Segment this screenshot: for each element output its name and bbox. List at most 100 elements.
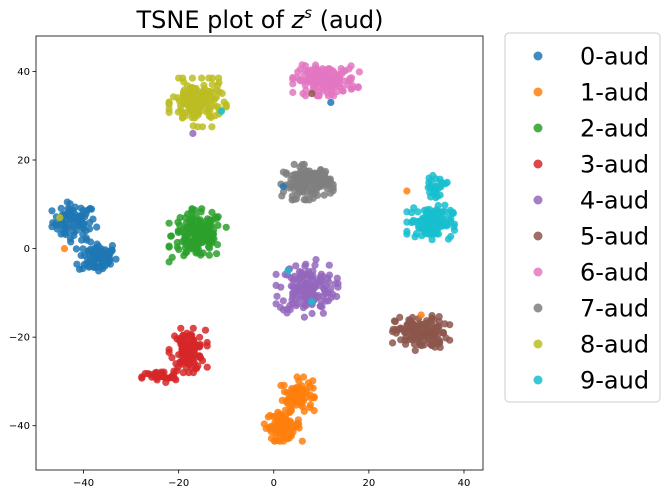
point-4-aud (291, 290, 299, 298)
point-1-aud (274, 408, 282, 416)
point-5-aud (430, 315, 438, 323)
legend-marker-8-aud (533, 339, 543, 349)
legend-label-0-aud: 0-aud (580, 43, 649, 71)
point-7-aud (324, 177, 332, 185)
point-0-aud (79, 206, 87, 215)
point-7-aud (282, 169, 290, 177)
point-1-aud (296, 396, 304, 404)
outlier-point-0-aud (279, 183, 287, 191)
point-0-aud (86, 205, 94, 213)
point-0-aud (108, 242, 116, 250)
point-2-aud (204, 215, 212, 223)
point-8-aud (182, 94, 190, 102)
point-3-aud (179, 369, 187, 377)
point-9-aud (408, 209, 416, 217)
point-5-aud (397, 336, 405, 344)
point-4-aud (272, 270, 280, 278)
point-8-aud (211, 102, 219, 110)
point-4-aud (316, 302, 325, 310)
point-2-aud (186, 217, 194, 225)
point-8-aud (220, 98, 228, 106)
point-6-aud (355, 68, 363, 76)
point-3-aud (183, 344, 191, 353)
point-0-aud (93, 263, 101, 271)
point-4-aud (325, 271, 334, 279)
point-8-aud (188, 103, 196, 111)
x-tick-label: 0 (271, 478, 277, 489)
point-1-aud (280, 381, 288, 389)
point-0-aud (79, 230, 87, 238)
x-tick-label: 20 (363, 478, 376, 489)
point-2-aud (213, 250, 221, 258)
point-6-aud (289, 75, 297, 83)
point-9-aud (425, 174, 433, 182)
point-4-aud (319, 309, 327, 317)
point-5-aud (435, 313, 443, 321)
point-4-aud (291, 283, 299, 292)
point-6-aud (309, 69, 317, 77)
point-0-aud (80, 220, 88, 228)
point-8-aud (197, 99, 205, 107)
point-4-aud (304, 267, 312, 275)
point-1-aud (300, 373, 308, 381)
point-7-aud (303, 180, 311, 188)
y-tick-label: −40 (9, 421, 30, 432)
point-5-aud (389, 339, 397, 347)
point-5-aud (398, 325, 407, 334)
point-2-aud (195, 219, 203, 227)
point-3-aud (171, 332, 179, 340)
point-0-aud (85, 250, 93, 258)
legend-marker-9-aud (533, 375, 543, 385)
point-6-aud (340, 66, 348, 75)
point-6-aud (289, 88, 297, 97)
outlier-point-1-aud (403, 187, 411, 195)
point-8-aud (175, 74, 183, 82)
point-1-aud (284, 435, 292, 443)
point-1-aud (306, 383, 314, 391)
point-9-aud (441, 201, 449, 209)
point-6-aud (302, 92, 310, 100)
point-2-aud (167, 232, 175, 240)
point-4-aud (312, 256, 320, 264)
point-7-aud (295, 170, 303, 178)
legend-marker-6-aud (533, 267, 543, 277)
point-8-aud (208, 123, 216, 131)
point-4-aud (297, 271, 305, 279)
point-6-aud (321, 73, 329, 81)
point-8-aud (211, 112, 219, 120)
point-3-aud (168, 354, 176, 362)
point-3-aud (184, 333, 192, 341)
point-0-aud (82, 236, 91, 244)
point-3-aud (189, 369, 197, 377)
point-9-aud (441, 208, 449, 216)
y-tick-label: 0 (24, 244, 30, 255)
point-1-aud (295, 377, 303, 385)
legend-marker-2-aud (533, 123, 543, 133)
point-5-aud (429, 326, 437, 334)
point-9-aud (428, 222, 436, 231)
point-7-aud (321, 169, 329, 178)
point-8-aud (198, 123, 207, 131)
point-9-aud (431, 184, 439, 192)
point-7-aud (320, 191, 328, 199)
point-0-aud (97, 248, 105, 256)
point-8-aud (218, 89, 226, 97)
point-4-aud (325, 278, 333, 286)
outlier-point-8-aud (56, 214, 64, 222)
point-8-aud (165, 108, 173, 117)
point-1-aud (286, 394, 294, 402)
point-0-aud (70, 231, 78, 240)
point-2-aud (222, 223, 230, 231)
point-0-aud (73, 260, 81, 268)
point-9-aud (441, 218, 450, 226)
y-tick-label: 20 (17, 156, 30, 167)
point-9-aud (427, 230, 435, 238)
point-1-aud (309, 377, 317, 385)
point-4-aud (276, 303, 285, 312)
point-8-aud (205, 74, 213, 82)
point-3-aud (177, 324, 185, 332)
point-4-aud (287, 274, 295, 282)
point-7-aud (315, 178, 323, 186)
point-1-aud (295, 420, 303, 428)
